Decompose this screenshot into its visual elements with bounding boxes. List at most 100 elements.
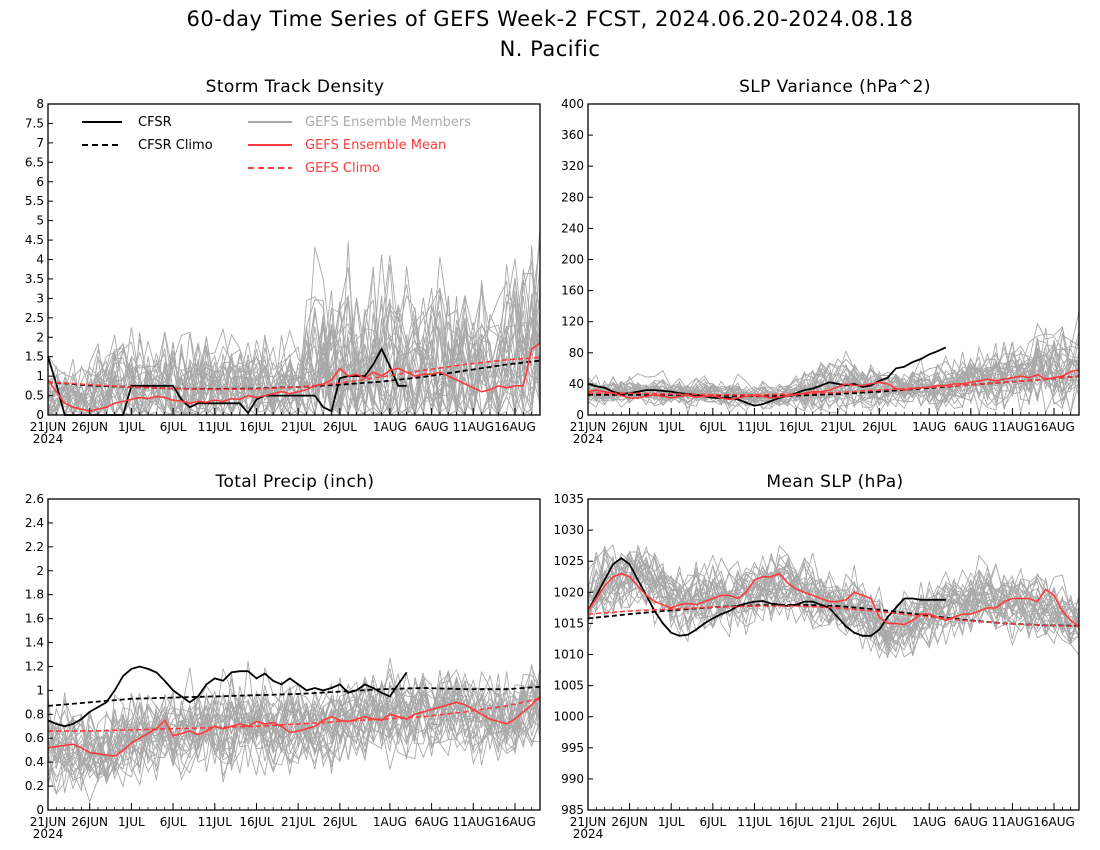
x-tick-label: 1JUL — [658, 815, 685, 829]
x-tick-label: 26JUN — [71, 420, 108, 434]
series-line-gefs-climo — [48, 698, 541, 732]
x-year-label: 2024 — [573, 827, 604, 841]
ensemble-member-line — [47, 672, 541, 781]
y-tick-label: 1030 — [553, 523, 584, 537]
ensemble-member-line — [587, 327, 1080, 400]
ensemble-member-line — [47, 266, 541, 416]
y-tick-label: 360 — [561, 128, 584, 142]
series-line-gefs-ensemble-mean — [587, 369, 1080, 401]
x-tick-label: 21JUN — [30, 815, 67, 829]
ensemble-member-line — [587, 544, 1080, 634]
ensemble-member-line — [587, 554, 1080, 645]
y-tick-label: 1 — [36, 683, 44, 697]
legend: CFSR CFSR Climo GEFS Ensemble Members GE… — [82, 115, 471, 176]
y-tick-label: 0.6 — [25, 731, 44, 745]
y-tick-label: 0.5 — [25, 389, 44, 403]
series-line-cfsr-climo — [47, 685, 541, 707]
x-tick-label: 21JUN — [570, 420, 607, 434]
x-tick-label: 11AUG — [992, 815, 1034, 829]
x-tick-label: 16AUG — [1033, 420, 1075, 434]
legend-label-gefs-climo: GEFS Climo — [305, 161, 380, 176]
x-tick-label: 11AUG — [453, 420, 495, 434]
x-tick-label: 6JUL — [160, 815, 187, 829]
x-tick-label: 1JUL — [658, 420, 685, 434]
x-tick-label: 21JUN — [30, 420, 67, 434]
y-tick-label: 1.5 — [25, 350, 44, 364]
ensemble-member-line — [47, 668, 541, 763]
x-year-label: 2024 — [33, 827, 64, 841]
x-tick-label: 1JUL — [118, 815, 145, 829]
ensemble-member-line — [47, 670, 541, 777]
y-tick-label: 1035 — [553, 492, 584, 506]
x-tick-label: 21JUL — [281, 815, 316, 829]
panel-title: Total Precip (inch) — [215, 472, 375, 492]
series-line-gefs-climo — [47, 356, 541, 391]
y-tick-label: 0.2 — [25, 779, 44, 793]
y-tick-label: 160 — [561, 284, 584, 298]
x-tick-label: 1AUG — [912, 815, 946, 829]
y-tick-label: 2.6 — [25, 492, 44, 506]
x-tick-label: 21JUL — [821, 815, 856, 829]
x-tick-label: 21JUN — [570, 815, 607, 829]
y-tick-label: 985 — [561, 803, 584, 817]
x-tick-label: 6AUG — [415, 420, 449, 434]
x-tick-label: 26JUN — [611, 815, 648, 829]
ensemble-members — [47, 657, 541, 803]
panel-title: Mean SLP (hPa) — [766, 472, 903, 492]
x-tick-label: 26JUL — [323, 815, 358, 829]
panel-storm-track-density: Storm Track Density 0 0.5 1 1.5 2 2.5 3 3.5 4 4.5… — [25, 77, 541, 446]
x-tick-label: 21JUL — [281, 420, 316, 434]
x-tick-label: 26JUL — [862, 815, 897, 829]
y-tick-label: 40 — [569, 377, 584, 391]
x-tick-label: 1AUG — [912, 420, 946, 434]
x-tick-label: 11AUG — [992, 420, 1034, 434]
y-tick-label: 320 — [561, 159, 584, 173]
ensemble-members — [47, 226, 541, 417]
x-tick-label: 16JUL — [779, 420, 814, 434]
x-tick-label: 6JUL — [700, 420, 727, 434]
x-tick-label: 16JUL — [779, 815, 814, 829]
ensemble-member-line — [47, 692, 541, 774]
y-tick-label: 1.8 — [25, 588, 44, 602]
y-tick-label: 1020 — [553, 585, 584, 599]
ensemble-member-line — [587, 551, 1080, 638]
series-line-gefs-ensemble-mean — [47, 695, 541, 758]
panel-title: Storm Track Density — [206, 77, 385, 97]
y-tick-label: 4.5 — [25, 233, 44, 247]
y-tick-label: 7.5 — [25, 116, 44, 130]
ensemble-member-line — [587, 556, 1080, 646]
series-line-cfsr — [587, 556, 946, 637]
ensemble-member-line — [47, 245, 541, 417]
y-tick-label: 80 — [569, 346, 584, 360]
x-tick-label: 11JUL — [737, 815, 772, 829]
y-tick-label: 1.6 — [25, 612, 44, 626]
y-tick-label: 5.5 — [25, 194, 44, 208]
series-line-cfsr — [587, 346, 947, 407]
y-tick-label: 8 — [36, 97, 44, 111]
ensemble-member-line — [587, 545, 1080, 653]
x-tick-label: 16AUG — [494, 420, 536, 434]
x-tick-label: 16AUG — [1033, 815, 1075, 829]
y-tick-label: 120 — [561, 315, 584, 329]
x-tick-label: 16JUL — [239, 420, 274, 434]
plot-frame — [587, 498, 1080, 811]
y-tick-label: 1.2 — [25, 659, 44, 673]
x-tick-label: 11JUL — [737, 420, 772, 434]
legend-label-gefs-members: GEFS Ensemble Members — [305, 115, 471, 130]
panel-title: SLP Variance (hPa^2) — [739, 77, 931, 97]
x-tick-label: 26JUL — [323, 420, 358, 434]
series-line-gefs-ensemble-mean — [47, 342, 541, 412]
figure-subtitle: N. Pacific — [500, 37, 601, 61]
x-tick-label: 16AUG — [494, 815, 536, 829]
x-tick-label: 6AUG — [954, 420, 988, 434]
x-tick-label: 11JUL — [198, 815, 233, 829]
x-tick-label: 6AUG — [415, 815, 449, 829]
ensemble-member-line — [47, 268, 541, 417]
y-tick-label: 995 — [561, 741, 584, 755]
y-tick-label: 1000 — [553, 710, 584, 724]
y-tick-label: 6.5 — [25, 155, 44, 169]
x-tick-label: 6AUG — [954, 815, 988, 829]
x-tick-label: 16JUL — [239, 815, 274, 829]
y-tick-label: 0 — [36, 803, 44, 817]
